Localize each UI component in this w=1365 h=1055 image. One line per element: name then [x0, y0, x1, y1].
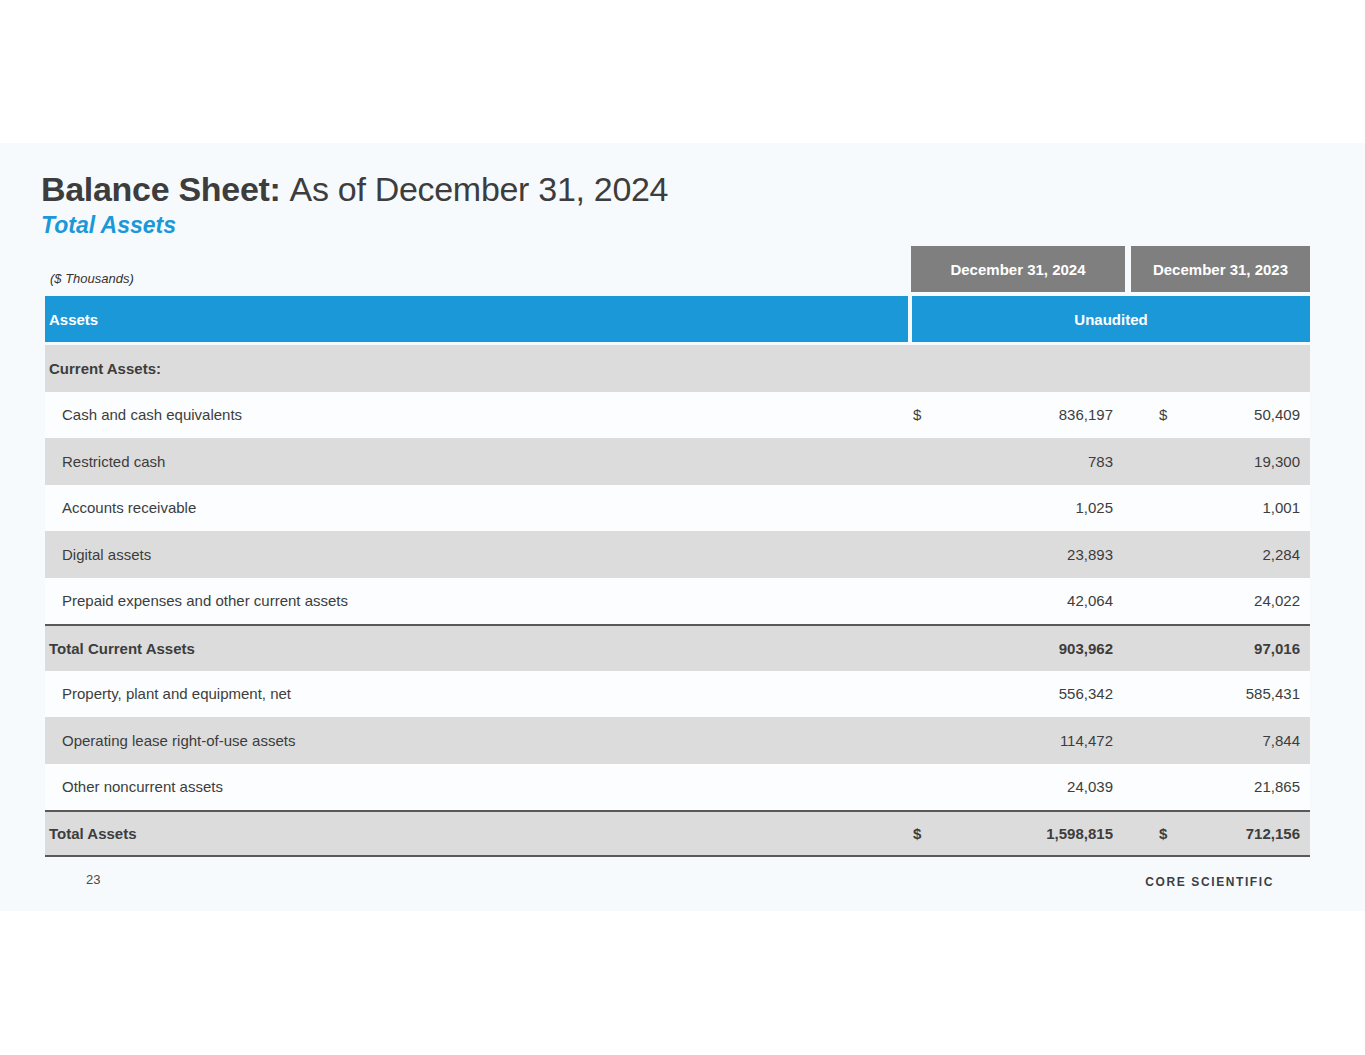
row-value-2024: 556,342 — [910, 671, 1125, 718]
row-label: Cash and cash equivalents — [45, 392, 910, 439]
row-value-2024: 783 — [910, 438, 1125, 485]
row-label: Accounts receivable — [45, 485, 910, 532]
table-row-cash: Cash and cash equivalents $836,197 $50,4… — [45, 392, 1310, 439]
table-row-current-assets-section: Current Assets: — [45, 345, 1310, 392]
row-label: Current Assets: — [45, 345, 910, 392]
row-value-2024: 114,472 — [910, 717, 1125, 764]
slide: Balance Sheet:As of December 31, 2024 To… — [0, 143, 1365, 911]
row-label: Total Assets — [45, 812, 910, 855]
column-header-2024: December 31, 2024 — [911, 246, 1125, 292]
row-value-2023: 2,284 — [1125, 531, 1310, 578]
table-row-property-plant-equipment: Property, plant and equipment, net 556,3… — [45, 671, 1310, 718]
row-value-2024 — [910, 345, 1125, 392]
table-row-operating-lease: Operating lease right-of-use assets 114,… — [45, 717, 1310, 764]
row-value-2024: 903,962 — [910, 626, 1125, 671]
page-title: Balance Sheet:As of December 31, 2024 — [41, 169, 668, 209]
row-label: Operating lease right-of-use assets — [45, 717, 910, 764]
title-regular-segment: As of December 31, 2024 — [290, 170, 669, 208]
row-value-2023: $712,156 — [1125, 812, 1310, 855]
table-row-digital-assets: Digital assets 23,893 2,284 — [45, 531, 1310, 578]
assets-header-bar: Assets — [45, 296, 908, 342]
dollar-sign: $ — [913, 406, 921, 423]
row-value-2023: 19,300 — [1125, 438, 1310, 485]
row-label: Other noncurrent assets — [45, 764, 910, 811]
row-value-2024: 42,064 — [910, 578, 1125, 625]
table-row-prepaid-expenses: Prepaid expenses and other current asset… — [45, 578, 1310, 625]
table-row-accounts-receivable: Accounts receivable 1,025 1,001 — [45, 485, 1310, 532]
slide-subtitle: Total Assets — [41, 212, 176, 239]
core-scientific-logo: CORE SCIENTIFIC — [1145, 875, 1274, 889]
column-header-2023: December 31, 2023 — [1131, 246, 1310, 292]
dollar-sign: $ — [1159, 406, 1167, 423]
row-label: Restricted cash — [45, 438, 910, 485]
page-number: 23 — [86, 872, 100, 887]
row-label: Digital assets — [45, 531, 910, 578]
row-value-2023: 585,431 — [1125, 671, 1310, 718]
row-value-2024: 1,025 — [910, 485, 1125, 532]
row-value-2024: 24,039 — [910, 764, 1125, 811]
units-note: ($ Thousands) — [50, 271, 134, 286]
row-value-2023: 24,022 — [1125, 578, 1310, 625]
table-row-total-current-assets: Total Current Assets 903,962 97,016 — [45, 624, 1310, 671]
row-value-2023: $50,409 — [1125, 392, 1310, 439]
balance-sheet-table: Current Assets: Cash and cash equivalent… — [45, 345, 1310, 857]
table-row-total-assets: Total Assets $1,598,815 $712,156 — [45, 810, 1310, 857]
row-label: Prepaid expenses and other current asset… — [45, 578, 910, 625]
row-value-2023: 21,865 — [1125, 764, 1310, 811]
row-label: Total Current Assets — [45, 626, 910, 671]
row-value-2023: 1,001 — [1125, 485, 1310, 532]
table-row-other-noncurrent: Other noncurrent assets 24,039 21,865 — [45, 764, 1310, 811]
row-value-2024: 23,893 — [910, 531, 1125, 578]
row-value-2024: $836,197 — [910, 392, 1125, 439]
table-row-restricted-cash: Restricted cash 783 19,300 — [45, 438, 1310, 485]
dollar-sign: $ — [913, 825, 921, 842]
row-value-2023: 7,844 — [1125, 717, 1310, 764]
unaudited-header-bar: Unaudited — [912, 296, 1310, 342]
title-bold-segment: Balance Sheet: — [41, 170, 281, 208]
row-value-2023 — [1125, 345, 1310, 392]
row-label: Property, plant and equipment, net — [45, 671, 910, 718]
row-value-2024: $1,598,815 — [910, 812, 1125, 855]
page-canvas: Balance Sheet:As of December 31, 2024 To… — [0, 0, 1365, 1055]
row-value-2023: 97,016 — [1125, 626, 1310, 671]
dollar-sign: $ — [1159, 825, 1167, 842]
